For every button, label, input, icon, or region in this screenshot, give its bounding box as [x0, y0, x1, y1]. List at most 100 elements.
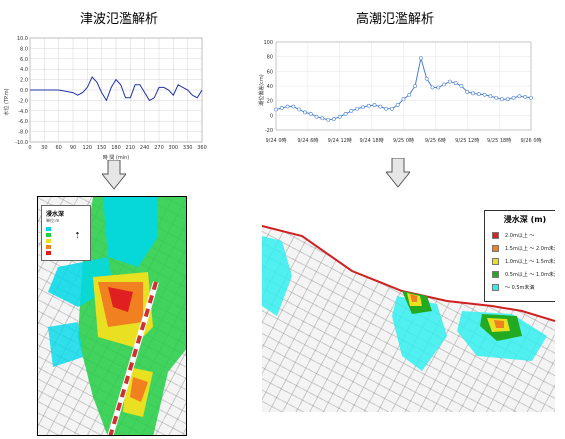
- y-tick-label: 10.0: [17, 36, 28, 42]
- right-legend: 浸水深 (m) 2.0m以上 ～ 1.5m以上 ～ 2.0m未満 1.0m以上 ～ …: [484, 210, 555, 302]
- x-tick-label: 210: [126, 145, 136, 151]
- data-point: [372, 103, 377, 107]
- data-point: [378, 104, 383, 109]
- legend-label: 2.0m以上 ～: [505, 233, 535, 239]
- y-tick-label: 60: [267, 69, 273, 75]
- data-point: [488, 94, 493, 99]
- data-point: [349, 109, 354, 113]
- left-legend: 浸水深 単位:m: [41, 205, 91, 261]
- x-tick-label: 120: [83, 145, 93, 151]
- data-point: [494, 95, 499, 100]
- data-point: [401, 97, 406, 102]
- data-point: [517, 94, 522, 99]
- left-down-arrow: [102, 160, 126, 190]
- y-tick-label: 0: [270, 113, 273, 119]
- y-tick-label: 4.0: [20, 67, 28, 73]
- data-point: [384, 106, 389, 111]
- y-tick-label: 100: [263, 40, 273, 46]
- x-tick-label: 360: [197, 145, 207, 151]
- right-down-arrow: [386, 158, 410, 188]
- legend-label: 0.5m以上 ～ 1.0m未満: [505, 272, 555, 278]
- data-point: [366, 103, 371, 108]
- y-tick-label: -20: [265, 128, 273, 134]
- x-tick-label: 180: [111, 145, 121, 151]
- x-tick-label: 9/25 18時: [487, 138, 511, 144]
- legend-item: 0.5m以上 ～ 1.0m未満: [485, 268, 555, 281]
- data-point: [326, 117, 331, 122]
- legend-swatch: [46, 239, 51, 243]
- data-point: [285, 104, 290, 109]
- data-point: [314, 114, 319, 119]
- y-tick-label: 20: [267, 99, 273, 105]
- data-point: [465, 89, 470, 94]
- x-tick-label: 9/26 0時: [521, 138, 542, 144]
- x-tick-label: 9/24 0時: [266, 138, 287, 144]
- data-point: [459, 84, 464, 88]
- data-point: [407, 92, 412, 97]
- legend-swatch: [46, 227, 51, 231]
- data-point: [274, 107, 278, 112]
- data-point: [343, 111, 348, 116]
- y-axis-label: 潮位偏差(cm): [258, 74, 265, 106]
- data-point: [361, 105, 365, 110]
- y-tick-label: -6.0: [18, 119, 28, 125]
- y-tick-label: 8.0: [20, 46, 28, 52]
- data-point: [447, 79, 452, 84]
- legend-swatch: [492, 284, 499, 291]
- y-tick-label: -4.0: [18, 109, 28, 115]
- data-point: [279, 106, 284, 110]
- y-axis-label: 水位 (TP.m): [3, 88, 10, 115]
- data-point: [291, 104, 296, 109]
- legend-item: 1.0m以上 ～ 1.5m未満: [485, 255, 555, 268]
- legend-item: [42, 226, 90, 232]
- data-point: [511, 95, 516, 100]
- x-tick-label: 9/25 6時: [425, 138, 446, 144]
- legend-item: 2.0m以上 ～: [485, 229, 555, 242]
- data-point: [453, 81, 458, 85]
- legend-swatch: [492, 271, 499, 278]
- data-point: [337, 114, 342, 119]
- x-tick-label: 240: [140, 145, 150, 151]
- tsunami-water-level-chart: 0 30 60 90 120 150 180 210 240 270 300 330 360 10.0 8.…: [3, 36, 207, 161]
- x-tick-label: 60: [55, 145, 61, 151]
- north-arrow-icon: ⇡: [74, 231, 81, 240]
- x-tick-label: 300: [169, 145, 179, 151]
- x-tick-label: 270: [154, 145, 164, 151]
- legend-unit: 単位:m: [46, 218, 60, 223]
- legend-swatch: [492, 245, 499, 252]
- data-point: [297, 107, 302, 112]
- data-point: [390, 106, 394, 111]
- data-point: [500, 97, 504, 102]
- legend-label: ～ 0.5m未満: [505, 285, 535, 291]
- legend-title: 浸水深 (m): [503, 215, 547, 224]
- x-tick-label: 0: [28, 145, 31, 151]
- tsunami-inundation-map: 浸水深 単位:m ⇡: [37, 196, 187, 436]
- data-point: [303, 110, 307, 115]
- legend-item: [42, 244, 90, 250]
- x-tick-label: 9/24 6時: [297, 138, 318, 144]
- legend-item: [42, 238, 90, 244]
- legend-swatch: [46, 245, 51, 249]
- x-tick-label: 330: [183, 145, 193, 151]
- data-point: [476, 92, 481, 96]
- data-point: [413, 84, 417, 88]
- y-tick-label: 0.0: [20, 88, 28, 94]
- legend-swatch: [46, 233, 51, 237]
- legend-swatch: [46, 251, 51, 255]
- y-tick-label: 6.0: [20, 57, 28, 63]
- data-point: [418, 56, 423, 61]
- x-axis-label: 時 間 (min): [103, 155, 130, 161]
- y-tick-label: 80: [267, 55, 273, 61]
- legend-swatch: [492, 232, 499, 239]
- x-tick-label: 9/24 18時: [360, 138, 384, 144]
- data-point: [395, 103, 400, 107]
- legend-item: [42, 232, 90, 238]
- x-tick-label: 9/25 12時: [455, 138, 479, 144]
- legend-item: 1.5m以上 ～ 2.0m未満: [485, 242, 555, 255]
- x-tick-label: 150: [97, 145, 107, 151]
- data-point: [320, 116, 325, 121]
- x-tick-label: 9/25 0時: [393, 138, 414, 144]
- inundation-overlay: [48, 197, 186, 435]
- inundation-overlay: [262, 196, 555, 371]
- data-point: [505, 97, 510, 102]
